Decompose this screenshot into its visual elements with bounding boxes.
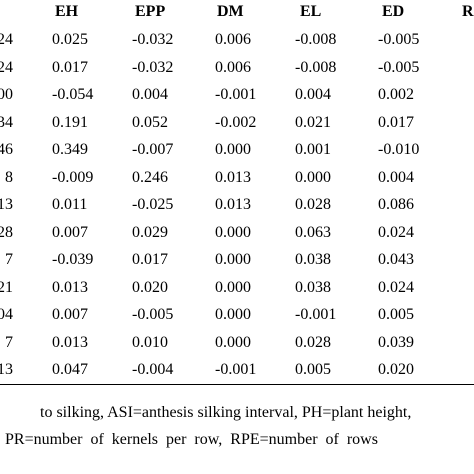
cell: -0.001 (215, 86, 257, 103)
cell: 0.086 (378, 196, 414, 213)
cell: 0.024 (378, 278, 414, 296)
cell: 7 (5, 251, 13, 268)
cell: 0.025 (52, 31, 88, 48)
cell: 0.013 (215, 168, 251, 186)
cell: -0.007 (132, 141, 174, 158)
cell: 0.191 (52, 113, 88, 131)
table-rule (0, 384, 474, 385)
column-header: R (462, 3, 474, 20)
cell: 0.007 (52, 223, 88, 241)
cell: 0.000 (215, 278, 251, 296)
cell: 0.063 (295, 223, 331, 241)
cell: 0.028 (295, 196, 331, 213)
cell: 0.024 (378, 223, 414, 241)
cell: 0.029 (132, 223, 168, 241)
column-header: EL (300, 3, 322, 20)
cell: 0.013 (215, 196, 251, 213)
cell: -0.010 (378, 141, 420, 158)
cell: 0.001 (295, 141, 331, 158)
cell: 0.000 (215, 251, 251, 268)
cell: 0.013 (52, 333, 88, 351)
cell: 21 (0, 278, 13, 296)
cell: 0.000 (215, 223, 251, 241)
cell: 0.017 (52, 58, 88, 76)
cell: 0.038 (295, 278, 331, 296)
cell: -0.008 (295, 31, 337, 48)
cell: -0.025 (132, 196, 174, 213)
column-header: ED (382, 3, 405, 20)
cell: -0.001 (215, 361, 257, 378)
cell: 28 (0, 223, 13, 241)
cell: -0.032 (132, 58, 174, 76)
cell: 7 (5, 333, 13, 351)
cell: 0.002 (378, 86, 414, 103)
cell: 0.043 (378, 251, 414, 268)
cell: -0.009 (52, 168, 94, 186)
cell: 0.017 (378, 113, 414, 131)
cell: 34 (0, 113, 13, 131)
cell: 0.011 (52, 196, 88, 213)
cell: -0.054 (52, 86, 94, 103)
column-header: EH (55, 3, 79, 20)
cell: 24 (0, 58, 13, 76)
footnote-line: PR=number of kernels per row, RPE=number… (5, 431, 378, 448)
cell: -0.005 (378, 31, 420, 48)
cell: -0.008 (295, 58, 337, 76)
cell: 0.004 (378, 168, 414, 186)
cell: 0.246 (132, 168, 168, 186)
cell: 0.047 (52, 361, 88, 378)
cell: 0.013 (52, 278, 88, 296)
cell: 13 (0, 361, 13, 378)
cell: 0.020 (132, 278, 168, 296)
cell: 0.000 (215, 306, 251, 323)
cell: 0.004 (132, 86, 168, 103)
cell: 46 (0, 141, 13, 158)
cell: 0.021 (295, 113, 331, 131)
cell: 0.052 (132, 113, 168, 131)
cell: -0.039 (52, 251, 94, 268)
column-header: DM (217, 3, 244, 20)
cell: 0.017 (132, 251, 168, 268)
footnote-line: to silking, ASI=anthesis silking interva… (40, 404, 412, 421)
cell: -0.001 (295, 306, 337, 323)
cell: 0.000 (295, 168, 331, 186)
cell: 04 (0, 306, 13, 323)
cell: 0.038 (295, 251, 331, 268)
cell: 0.006 (215, 58, 251, 76)
cell: 0.000 (215, 333, 251, 351)
cell: -0.002 (215, 113, 257, 131)
cell: 24 (0, 31, 13, 48)
cell: 0.005 (378, 306, 414, 323)
cell: 8 (5, 168, 13, 186)
cell: -0.004 (132, 361, 174, 378)
cell: 0.039 (378, 333, 414, 351)
cell: -0.005 (378, 58, 420, 76)
cell: -0.005 (132, 306, 174, 323)
cell: 0.020 (378, 361, 414, 378)
cell: 0.010 (132, 333, 168, 351)
cell: 0.349 (52, 141, 88, 158)
column-header: EPP (135, 3, 166, 20)
cell: 0.005 (295, 361, 331, 378)
cell: 13 (0, 196, 13, 213)
cell: 0.004 (295, 86, 331, 103)
cell: 0.007 (52, 306, 88, 323)
cell: -0.032 (132, 31, 174, 48)
cell: 0.028 (295, 333, 331, 351)
cell: 0.006 (215, 31, 251, 48)
cell: 00 (0, 86, 13, 103)
cell: 0.000 (215, 141, 251, 158)
